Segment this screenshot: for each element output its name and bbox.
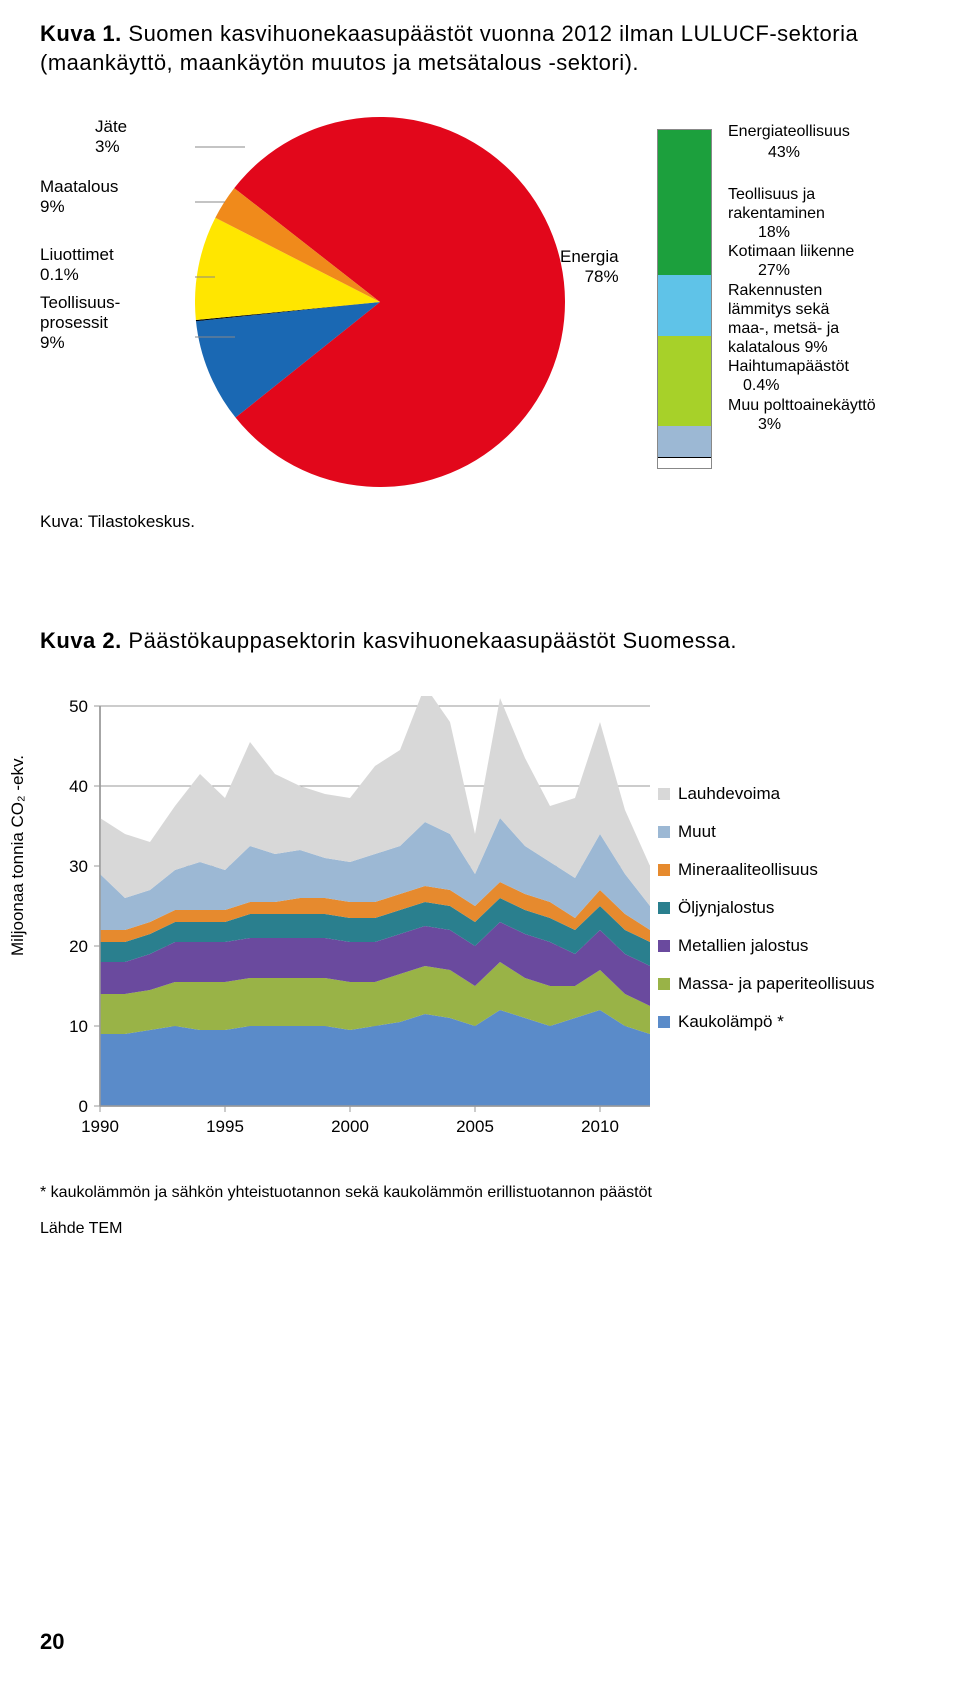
pie-exterior-labels: Jäte 3% Maatalous 9% Liuottimet 0.1% Teo… [40, 117, 127, 357]
footnote: * kaukolämmön ja sähkön yhteistuotannon … [40, 1184, 920, 1202]
svg-text:1995: 1995 [206, 1117, 244, 1136]
legend-label: Massa- ja paperiteollisuus [678, 974, 875, 994]
breakdown-segment [658, 458, 711, 468]
svg-text:2010: 2010 [581, 1117, 619, 1136]
svg-text:10: 10 [69, 1017, 88, 1036]
fig1-title-prefix: Kuva 1. [40, 21, 122, 46]
legend-swatch [658, 902, 670, 914]
legend-swatch [658, 826, 670, 838]
legend: Lauhdevoima Muut Mineraaliteollisuus Öljynj… [658, 784, 875, 1050]
label-jate: Jäte 3% [95, 117, 127, 157]
legend-item: Öljynjalostus [658, 898, 875, 918]
fig2-title-prefix: Kuva 2. [40, 628, 122, 653]
page-number: 20 [40, 1629, 64, 1655]
legend-item: Mineraaliteollisuus [658, 860, 875, 880]
pie-svg [195, 117, 565, 487]
label-maatalous: Maatalous 9% [40, 177, 127, 217]
svg-text:40: 40 [69, 777, 88, 796]
svg-text:0: 0 [79, 1097, 88, 1116]
legend-item: Massa- ja paperiteollisuus [658, 974, 875, 994]
svg-text:1990: 1990 [81, 1117, 119, 1136]
fig1-source: Kuva: Tilastokeskus. [40, 512, 195, 532]
legend-item: Kaukolämpö * [658, 1012, 875, 1032]
breakdown-segment [658, 336, 711, 427]
fig2-source: Lähde TEM [40, 1220, 920, 1238]
y-axis-label: Miljoonaa tonnia CO₂ -ekv. [8, 755, 28, 956]
label-teollisuusprosessit: Teollisuus- prosessit 9% [40, 293, 127, 353]
label-liuottimet: Liuottimet 0.1% [40, 245, 127, 285]
legend-swatch [658, 978, 670, 990]
legend-label: Kaukolämpö * [678, 1012, 784, 1032]
svg-text:50: 50 [69, 697, 88, 716]
breakdown-segment [658, 130, 711, 275]
breakdown-segment [658, 275, 711, 336]
legend-label: Mineraaliteollisuus [678, 860, 818, 880]
pie-chart [195, 117, 565, 487]
breakdown-segment [658, 426, 711, 456]
fig1-area: Jäte 3% Maatalous 9% Liuottimet 0.1% Teo… [40, 117, 920, 557]
legend-swatch [658, 1016, 670, 1028]
legend-item: Muut [658, 822, 875, 842]
legend-swatch [658, 864, 670, 876]
energy-breakdown-bar [657, 129, 712, 469]
fig1-title-rest: Suomen kasvihuonekaasupäästöt vuonna 201… [40, 21, 858, 75]
legend-label: Metallien jalostus [678, 936, 808, 956]
fig1-title: Kuva 1. Suomen kasvihuonekaasupäästöt vu… [40, 20, 920, 77]
legend-swatch [658, 788, 670, 800]
legend-item: Metallien jalostus [658, 936, 875, 956]
legend-label: Öljynjalostus [678, 898, 774, 918]
legend-label: Lauhdevoima [678, 784, 780, 804]
legend-swatch [658, 940, 670, 952]
breakdown-labels: Energiateollisuus 43% Teollisuus ja rake… [728, 122, 876, 434]
svg-text:30: 30 [69, 857, 88, 876]
svg-text:2005: 2005 [456, 1117, 494, 1136]
svg-text:2000: 2000 [331, 1117, 369, 1136]
legend-item: Lauhdevoima [658, 784, 875, 804]
legend-label: Muut [678, 822, 716, 842]
label-energia: Energia 78% [560, 247, 619, 287]
fig2-title: Kuva 2. Päästökauppasektorin kasvihuonek… [40, 627, 920, 656]
fig2-title-rest: Päästökauppasektorin kasvihuonekaasupääs… [128, 628, 737, 653]
svg-text:20: 20 [69, 937, 88, 956]
area-chart-wrap: Miljoonaa tonnia CO₂ -ekv. 0102030405019… [40, 696, 920, 1156]
